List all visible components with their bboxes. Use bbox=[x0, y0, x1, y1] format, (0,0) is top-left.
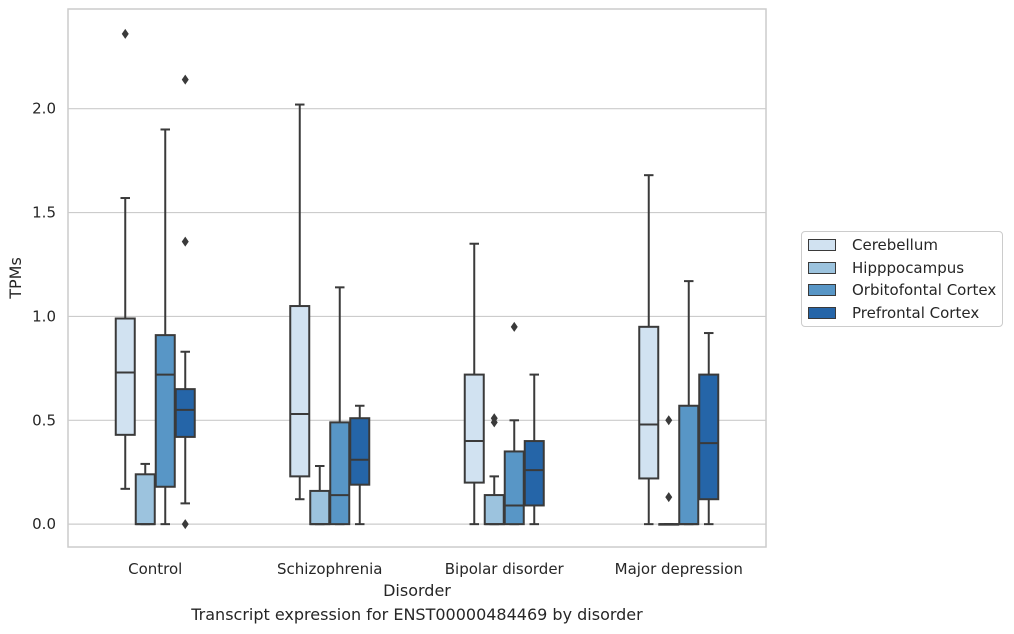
outlier-point bbox=[181, 236, 189, 247]
legend-label: Hipppocampus bbox=[852, 258, 965, 277]
x-tick-label: Bipolar disorder bbox=[445, 560, 565, 578]
outlier-point bbox=[510, 321, 518, 332]
box-3-1 bbox=[349, 404, 371, 526]
box-iqr bbox=[114, 317, 136, 436]
outlier-point bbox=[181, 74, 189, 85]
box-iqr bbox=[289, 305, 311, 478]
box-2-2 bbox=[503, 321, 525, 526]
box-1-3 bbox=[658, 415, 680, 526]
box-iqr bbox=[698, 373, 720, 501]
legend-label: Cerebellum bbox=[852, 236, 938, 254]
legend-item: Hipppocampus bbox=[808, 258, 964, 278]
outlier-point bbox=[181, 519, 189, 530]
box-series-layer bbox=[114, 28, 720, 530]
chart-legend: Cerebellum Hipppocampus Orbitofontal Corte… bbox=[801, 231, 1003, 327]
box-2-1 bbox=[329, 286, 351, 526]
legend-label: Orbitofontal Cortex bbox=[852, 281, 997, 299]
box-2-0 bbox=[154, 128, 176, 526]
box-0-2 bbox=[463, 242, 485, 526]
series-orbitofontal-cortex bbox=[154, 128, 700, 526]
outlier-point bbox=[121, 28, 129, 39]
series-cerebellum bbox=[114, 28, 660, 526]
x-tick-label: Control bbox=[128, 560, 182, 578]
legend-swatch bbox=[808, 239, 836, 251]
series-prefrontal-cortex bbox=[174, 74, 720, 530]
y-tick-label: 2.0 bbox=[32, 100, 56, 118]
x-tick-label: Schizophrenia bbox=[277, 560, 382, 578]
box-iqr bbox=[174, 388, 196, 438]
box-iqr bbox=[483, 494, 505, 526]
legend-item: Prefrontal Cortex bbox=[808, 303, 979, 323]
x-tick-label: Major depression bbox=[615, 560, 743, 578]
box-3-0 bbox=[174, 74, 196, 530]
box-iqr bbox=[329, 421, 351, 526]
box-iqr bbox=[134, 473, 156, 526]
outlier-point bbox=[665, 415, 673, 426]
outlier-point bbox=[665, 492, 673, 503]
box-0-0 bbox=[114, 28, 136, 490]
box-2-3 bbox=[678, 280, 700, 526]
box-iqr bbox=[523, 440, 545, 507]
y-tick-label: 0.5 bbox=[32, 411, 56, 429]
y-tick-label: 1.0 bbox=[32, 307, 56, 325]
box-0-3 bbox=[638, 174, 660, 526]
y-axis-label: TPMs bbox=[6, 257, 25, 300]
box-iqr bbox=[638, 325, 660, 480]
box-iqr bbox=[309, 489, 331, 526]
box-3-3 bbox=[698, 332, 720, 526]
y-tick-labels: 0.0 0.5 1.0 1.5 2.0 bbox=[32, 100, 56, 533]
box-0-1 bbox=[289, 103, 311, 501]
box-1-2 bbox=[483, 413, 505, 526]
box-iqr bbox=[503, 450, 525, 526]
box-iqr bbox=[154, 334, 176, 488]
legend-label: Prefrontal Cortex bbox=[852, 303, 980, 322]
box-1-1 bbox=[309, 464, 331, 526]
legend-item: Orbitofontal Cortex bbox=[808, 280, 996, 300]
box-iqr bbox=[349, 417, 371, 486]
box-iqr bbox=[678, 404, 700, 526]
box-1-0 bbox=[134, 462, 156, 526]
series-hipppocampus bbox=[134, 413, 680, 526]
outlier-point bbox=[490, 413, 498, 424]
legend-swatch bbox=[808, 261, 836, 274]
x-tick-labels: Control Schizophrenia Bipolar disorder Majo… bbox=[128, 560, 743, 578]
legend-item: Cerebellum bbox=[808, 235, 938, 255]
y-tick-label: 0.0 bbox=[32, 515, 56, 533]
x-axis-label: Disorder bbox=[383, 581, 451, 600]
box-iqr bbox=[463, 373, 485, 484]
y-tick-label: 1.5 bbox=[32, 204, 56, 222]
legend-swatch bbox=[808, 284, 836, 296]
box-3-2 bbox=[523, 373, 545, 526]
figure-caption: Transcript expression for ENST0000048446… bbox=[191, 605, 643, 624]
plot-area-frame bbox=[67, 8, 767, 548]
legend-swatch bbox=[808, 306, 836, 319]
